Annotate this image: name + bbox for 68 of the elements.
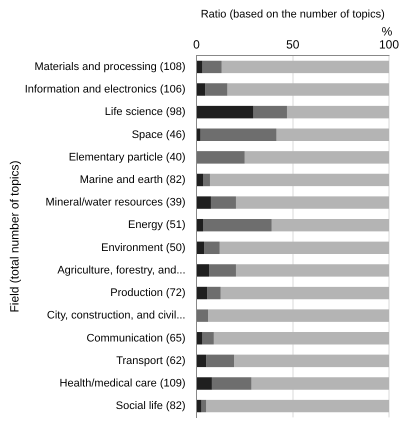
bar (236, 196, 389, 209)
bar (197, 151, 245, 164)
x-tick-label: 50 (286, 38, 300, 52)
bar (197, 264, 210, 277)
bar (197, 377, 212, 390)
y-tick-label: Information and electronics (106) (24, 84, 186, 96)
bar (220, 242, 389, 254)
bar (207, 286, 221, 300)
bar (197, 83, 206, 96)
y-tick-label: Mineral/water resources (39) (46, 196, 186, 209)
bar (197, 242, 204, 254)
y-tick-label: Life science (98) (104, 106, 186, 118)
y-tick-label: Transport (62) (116, 354, 186, 367)
bar (197, 286, 208, 300)
bar (206, 400, 389, 412)
y-tick-label: Environment (50) (101, 242, 186, 254)
bar (276, 128, 389, 141)
bar (203, 218, 272, 232)
y-tick-label: Communication (65) (86, 332, 186, 344)
bar (202, 332, 214, 344)
bar (200, 128, 276, 141)
text: % (382, 24, 393, 39)
bar (214, 332, 389, 344)
bar (236, 264, 389, 277)
y-tick-label: Agriculture, forestry, and... (57, 264, 186, 276)
bar (244, 151, 389, 164)
y-tick-label: Health/medical care (109) (60, 378, 186, 390)
bar (197, 174, 204, 186)
y-tick-label: Production (72) (110, 287, 186, 300)
bar (203, 174, 210, 186)
bar (197, 309, 208, 322)
bar (201, 400, 206, 412)
y-tick-label: City, construction, and civil... (46, 310, 186, 322)
bar (197, 128, 200, 141)
bar (204, 242, 220, 254)
bar (197, 400, 202, 412)
bar (197, 106, 254, 118)
bar (251, 377, 389, 390)
bar (227, 83, 389, 96)
bar (197, 196, 211, 209)
bar (197, 60, 202, 74)
bar (286, 106, 389, 118)
bar (272, 218, 389, 232)
x-tick-label: 0 (193, 38, 200, 52)
x-axis-title: Ratio (based on the number of topics) (200, 8, 385, 21)
bar (210, 174, 389, 186)
x-tick-label: 100 (378, 38, 400, 52)
y-tick-label: Materials and processing (108) (34, 60, 186, 73)
bar (197, 354, 206, 368)
bar (202, 60, 222, 74)
bar (220, 286, 389, 300)
bar (210, 196, 236, 209)
y-tick-label: Energy (51) (128, 219, 186, 232)
y-tick-label: Elementary particle (40) (68, 151, 186, 164)
bar (208, 309, 389, 322)
y-tick-label: Space (46) (132, 128, 186, 141)
bar (205, 83, 228, 96)
bar (197, 218, 204, 232)
bar (197, 332, 202, 344)
y-tick-label: Marine and earth (82) (80, 174, 186, 186)
y-tick-label: Social life (82) (116, 400, 186, 412)
bar (234, 354, 389, 368)
y-axis-title: Field (total number of topics) (8, 160, 22, 313)
bar (253, 106, 287, 118)
bar (212, 377, 252, 390)
bar (206, 354, 234, 368)
bar (222, 60, 389, 74)
bar (209, 264, 236, 277)
